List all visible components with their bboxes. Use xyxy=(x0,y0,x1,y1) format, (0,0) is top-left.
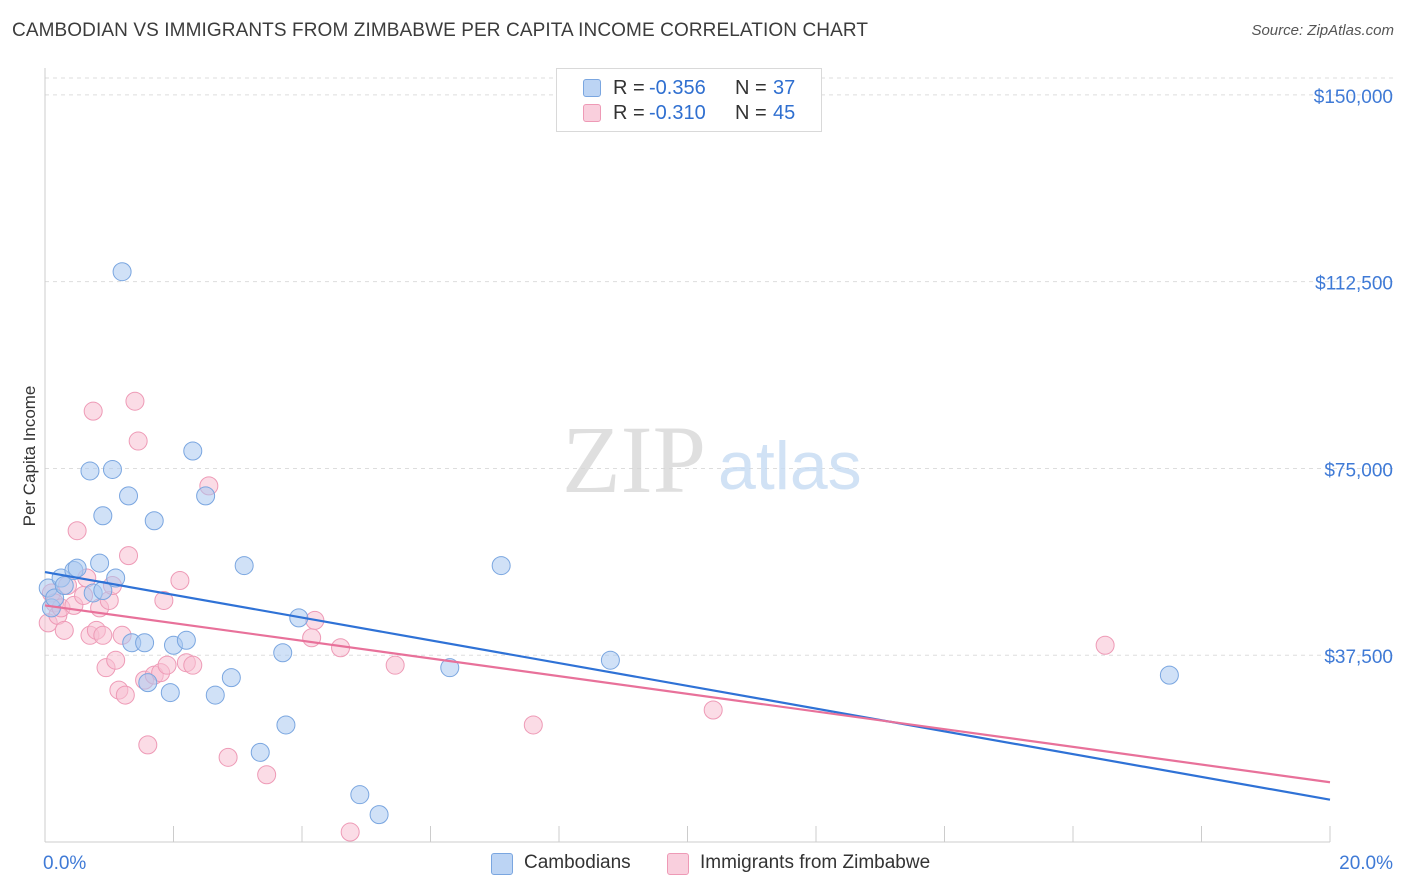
data-point-cambodian xyxy=(183,441,203,461)
data-point-zimbabwe xyxy=(93,625,113,645)
x-tick-labels: 0.0% 20.0% xyxy=(43,853,1393,874)
y-tick-label: $37,500 xyxy=(1324,647,1393,668)
bottom-legend-label: Immigrants from Zimbabwe xyxy=(700,852,931,873)
watermark-zip: ZIP xyxy=(562,406,706,513)
y-tick-label: $150,000 xyxy=(1314,87,1393,108)
x-tick-label-max: 20.0% xyxy=(1339,853,1393,874)
data-point-zimbabwe xyxy=(119,546,139,566)
y-tick-label: $112,500 xyxy=(1315,274,1393,295)
data-point-cambodian xyxy=(138,673,158,693)
bottom-legend-swatch-blue xyxy=(491,853,513,875)
data-point-cambodian xyxy=(119,486,139,506)
data-point-cambodian xyxy=(80,461,100,481)
data-point-zimbabwe xyxy=(138,735,158,755)
data-point-cambodian xyxy=(440,658,460,678)
legend-n-label: N = xyxy=(735,77,767,99)
data-point-cambodian xyxy=(135,633,155,653)
trendlines xyxy=(44,570,1331,801)
legend-n-label: N = xyxy=(735,102,767,124)
trendline-zimbabwe xyxy=(44,604,1331,784)
data-point-cambodian xyxy=(112,262,132,282)
watermark: ZIP atlas xyxy=(562,406,862,513)
y-tick-label: $75,000 xyxy=(1324,460,1393,481)
bottom-legend-label: Cambodians xyxy=(524,852,631,873)
legend-r-label: R = xyxy=(613,102,645,124)
data-point-zimbabwe xyxy=(54,620,74,640)
data-point-zimbabwe xyxy=(523,715,543,735)
data-point-cambodian xyxy=(144,511,164,531)
chart-title: CAMBODIAN VS IMMIGRANTS FROM ZIMBABWE PE… xyxy=(12,20,869,41)
data-point-cambodian xyxy=(176,630,196,650)
data-point-cambodian xyxy=(102,459,122,479)
axes xyxy=(44,68,1331,843)
data-point-zimbabwe xyxy=(67,521,87,541)
data-point-zimbabwe xyxy=(1095,635,1115,655)
series-cambodians-points xyxy=(38,262,1179,825)
legend-swatch-blue xyxy=(583,79,601,97)
data-point-cambodian xyxy=(93,506,113,526)
x-tick-label-min: 0.0% xyxy=(43,853,86,874)
watermark-atlas: atlas xyxy=(718,428,862,504)
legend-r-label: R = xyxy=(613,77,645,99)
legend-r-value: -0.310 xyxy=(649,102,706,124)
data-point-zimbabwe xyxy=(128,431,148,451)
data-point-cambodian xyxy=(276,715,296,735)
data-point-zimbabwe xyxy=(154,590,174,610)
data-point-cambodian xyxy=(600,650,620,670)
data-point-cambodian xyxy=(491,556,511,576)
data-point-cambodian xyxy=(273,643,293,663)
y-tick-labels: $37,500 $75,000 $112,500 $150,000 xyxy=(1314,87,1393,668)
data-point-cambodian xyxy=(1159,665,1179,685)
data-point-cambodian xyxy=(160,683,180,703)
data-point-zimbabwe xyxy=(385,655,405,675)
data-point-zimbabwe xyxy=(302,628,322,648)
legend-swatch-pink xyxy=(583,104,601,122)
data-point-zimbabwe xyxy=(340,822,360,842)
legend-n-value: 37 xyxy=(773,77,796,99)
data-point-cambodian xyxy=(234,556,254,576)
data-point-zimbabwe xyxy=(83,401,103,421)
data-point-zimbabwe xyxy=(125,391,145,411)
trendline-cambodians xyxy=(44,570,1331,801)
data-point-cambodian xyxy=(67,558,87,578)
data-point-cambodian xyxy=(205,685,225,705)
correlation-legend: R = -0.356 N = 37 R = -0.310 N = 45 xyxy=(556,68,822,132)
source-credit: Source: ZipAtlas.com xyxy=(1251,22,1394,39)
data-point-zimbabwe xyxy=(170,571,190,591)
data-point-zimbabwe xyxy=(106,650,126,670)
data-point-cambodian xyxy=(90,553,110,573)
data-point-cambodian xyxy=(369,805,389,825)
legend-n-value: 45 xyxy=(773,102,796,124)
data-point-zimbabwe xyxy=(157,655,177,675)
data-point-zimbabwe xyxy=(115,685,135,705)
data-point-cambodian xyxy=(250,742,270,762)
data-point-cambodian xyxy=(196,486,216,506)
bottom-legend-swatch-pink xyxy=(667,853,689,875)
data-point-cambodian xyxy=(106,568,126,588)
data-point-cambodian xyxy=(221,668,241,688)
data-point-zimbabwe xyxy=(703,700,723,720)
data-point-cambodian xyxy=(350,785,370,805)
data-point-zimbabwe xyxy=(183,655,203,675)
data-point-zimbabwe xyxy=(218,747,238,767)
data-point-zimbabwe xyxy=(257,765,277,785)
legend-r-value: -0.356 xyxy=(649,77,706,99)
